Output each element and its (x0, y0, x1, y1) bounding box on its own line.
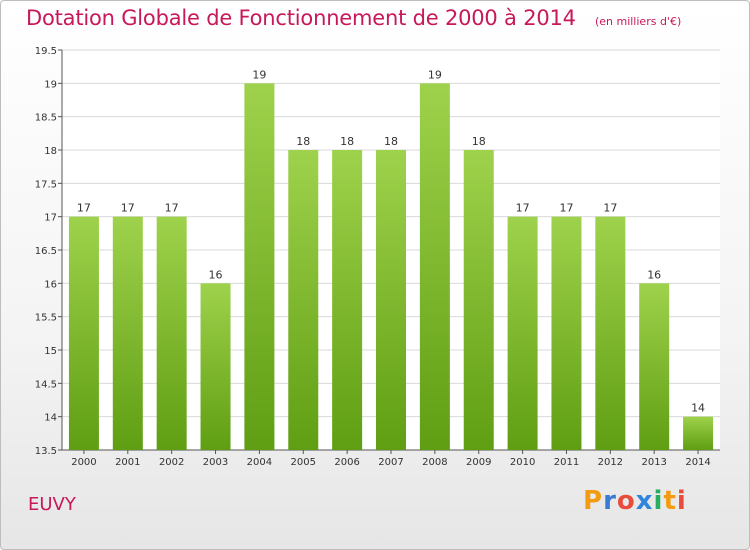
data-label: 19 (252, 68, 266, 81)
x-tick-label: 2011 (554, 457, 579, 468)
x-tick-label: 2008 (422, 457, 447, 468)
bar (156, 216, 187, 450)
bar (639, 283, 670, 450)
logo-letter: t (663, 486, 677, 516)
y-tick-label: 13.5 (35, 446, 57, 457)
x-tick-label: 2003 (203, 457, 228, 468)
data-label: 14 (691, 402, 705, 415)
bar (244, 83, 275, 450)
x-tick-label: 2009 (466, 457, 491, 468)
bar (68, 216, 99, 450)
y-tick-label: 16 (44, 279, 57, 290)
x-tick-label: 2002 (159, 457, 184, 468)
data-label: 17 (165, 202, 179, 215)
bar (507, 216, 538, 450)
data-label: 18 (384, 135, 398, 148)
bar (376, 150, 406, 450)
bar (112, 216, 143, 450)
data-label: 18 (340, 135, 354, 148)
logo-letter: i (676, 486, 687, 516)
bar (419, 83, 450, 450)
x-tick-label: 2004 (247, 457, 272, 468)
x-tick-label: 2006 (334, 457, 359, 468)
y-tick-label: 18 (44, 146, 57, 157)
data-label: 18 (296, 135, 310, 148)
bar (200, 283, 231, 450)
x-tick-label: 2007 (378, 457, 403, 468)
y-tick-label: 15 (44, 346, 57, 357)
bar (683, 416, 714, 450)
x-tick-label: 2000 (71, 457, 96, 468)
logo-letter: r (603, 486, 617, 516)
logo-letter: x (635, 486, 654, 516)
x-tick-label: 2013 (641, 457, 666, 468)
bar (551, 216, 582, 450)
x-tick-label: 2001 (115, 457, 140, 468)
data-label: 17 (559, 202, 573, 215)
y-tick-label: 14 (44, 413, 57, 424)
data-label: 16 (647, 268, 661, 281)
x-tick-label: 2012 (598, 457, 623, 468)
bar (595, 216, 626, 450)
y-tick-label: 18.5 (35, 113, 57, 124)
x-tick-label: 2010 (510, 457, 535, 468)
chart-title: Dotation Globale de Fonctionnement de 20… (26, 6, 576, 30)
x-tick-label: 2005 (291, 457, 316, 468)
data-label: 17 (516, 202, 530, 215)
bar (332, 150, 363, 450)
data-label: 17 (121, 202, 135, 215)
y-tick-label: 15.5 (35, 313, 57, 324)
data-label: 16 (209, 268, 223, 281)
logo-letter: P (583, 486, 604, 516)
logo-letter: o (616, 486, 636, 516)
logo-letter: i (653, 486, 664, 516)
y-tick-label: 14.5 (35, 379, 57, 390)
x-tick-label: 2014 (685, 457, 710, 468)
data-label: 19 (428, 68, 442, 81)
title-row: Dotation Globale de Fonctionnement de 20… (26, 6, 681, 30)
bar (288, 150, 319, 450)
y-tick-label: 19 (44, 79, 57, 90)
data-label: 17 (603, 202, 617, 215)
y-tick-label: 19.5 (35, 46, 57, 57)
data-label: 17 (77, 202, 91, 215)
y-tick-label: 16.5 (35, 246, 57, 257)
y-tick-label: 17 (44, 213, 57, 224)
proxiti-logo: Proxiti (583, 486, 687, 516)
y-tick-label: 17.5 (35, 179, 57, 190)
bar (463, 150, 494, 450)
commune-name: EUVY (28, 494, 76, 515)
chart-units: (en milliers d'€) (594, 15, 682, 28)
data-label: 18 (472, 135, 486, 148)
